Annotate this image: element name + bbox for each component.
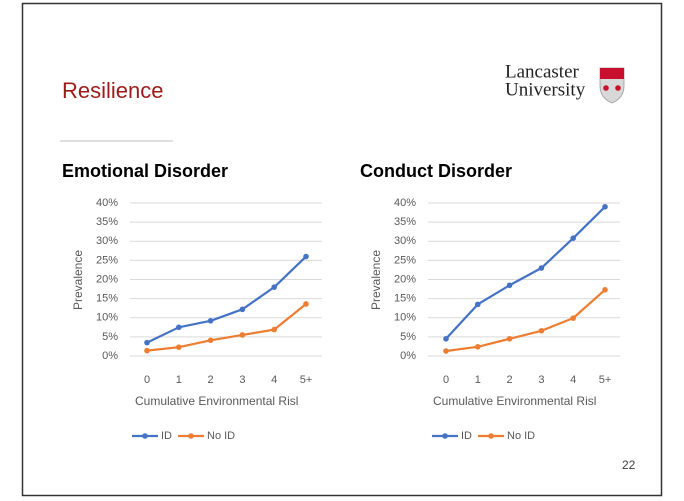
data-point bbox=[506, 282, 513, 289]
y-tick-label: 15% bbox=[394, 293, 416, 305]
x-tick-label: 1 bbox=[475, 374, 481, 386]
data-point bbox=[176, 344, 182, 351]
x-tick-label: 0 bbox=[144, 374, 150, 386]
y-tick-label: 5% bbox=[400, 331, 416, 343]
x-tick-label: 0 bbox=[443, 374, 449, 386]
data-point bbox=[271, 284, 278, 290]
data-point bbox=[207, 318, 214, 324]
data-point bbox=[506, 335, 513, 342]
legend-marker bbox=[488, 433, 494, 439]
x-tick-label: 1 bbox=[176, 374, 182, 386]
x-axis-title: Cumulative Environmental Risl bbox=[433, 394, 596, 408]
y-tick-label: 25% bbox=[394, 254, 416, 266]
data-point bbox=[475, 344, 481, 350]
series-line bbox=[445, 206, 606, 340]
data-point bbox=[570, 235, 576, 241]
x-axis-title: Cumulative Environmental Risl bbox=[135, 394, 298, 408]
series-line bbox=[146, 255, 307, 344]
chart-title: Emotional Disorder bbox=[62, 161, 228, 181]
series-line bbox=[445, 289, 606, 353]
data-point bbox=[443, 348, 449, 354]
legend-label: No ID bbox=[207, 430, 235, 442]
y-tick-label: 0% bbox=[102, 350, 118, 362]
data-point bbox=[303, 301, 309, 307]
y-tick-label: 35% bbox=[394, 216, 416, 228]
y-axis-title: Prevalence bbox=[369, 250, 383, 310]
y-tick-label: 30% bbox=[394, 235, 416, 247]
legend-marker bbox=[142, 433, 148, 439]
chart-title: Conduct Disorder bbox=[360, 161, 512, 181]
x-tick-label: 3 bbox=[239, 374, 245, 386]
y-tick-label: 0% bbox=[400, 350, 416, 362]
legend-label: No ID bbox=[507, 430, 535, 442]
y-tick-label: 40% bbox=[394, 197, 416, 209]
data-point bbox=[443, 335, 449, 342]
y-tick-label: 25% bbox=[96, 254, 118, 266]
data-point bbox=[271, 326, 278, 333]
data-point bbox=[602, 287, 608, 293]
slide-frame bbox=[21, 2, 663, 497]
y-tick-label: 15% bbox=[96, 293, 118, 305]
y-tick-label: 5% bbox=[102, 331, 118, 343]
x-tick-label: 5+ bbox=[599, 374, 612, 386]
slide-title: Resilience bbox=[62, 78, 164, 103]
logo-text: Lancaster bbox=[505, 61, 580, 82]
series-line bbox=[146, 303, 307, 352]
y-tick-label: 10% bbox=[394, 312, 416, 324]
y-tick-label: 20% bbox=[96, 273, 118, 285]
legend-marker bbox=[188, 433, 194, 439]
data-point bbox=[239, 306, 246, 313]
y-tick-label: 40% bbox=[96, 197, 118, 209]
data-point bbox=[144, 347, 150, 354]
y-tick-label: 30% bbox=[96, 235, 118, 247]
legend-label: ID bbox=[461, 430, 472, 442]
data-point bbox=[239, 332, 246, 338]
data-point bbox=[475, 301, 481, 308]
y-axis-title: Prevalence bbox=[71, 250, 85, 310]
data-point bbox=[538, 327, 545, 334]
data-point bbox=[144, 339, 150, 346]
y-tick-label: 10% bbox=[96, 312, 118, 324]
page-number: 22 bbox=[622, 458, 636, 472]
x-tick-label: 4 bbox=[271, 374, 277, 386]
x-tick-label: 2 bbox=[208, 374, 214, 386]
x-tick-label: 2 bbox=[507, 374, 513, 386]
data-point bbox=[176, 324, 182, 331]
logo-text: University bbox=[505, 79, 586, 100]
logo-shield bbox=[599, 67, 625, 104]
x-tick-label: 4 bbox=[570, 374, 576, 386]
y-tick-label: 20% bbox=[394, 273, 416, 285]
data-point bbox=[303, 253, 309, 260]
legend-label: ID bbox=[161, 430, 172, 442]
data-point bbox=[570, 315, 576, 321]
x-tick-label: 3 bbox=[538, 374, 544, 386]
x-tick-label: 5+ bbox=[300, 374, 313, 386]
data-point bbox=[207, 337, 214, 344]
data-point bbox=[538, 265, 545, 271]
data-point bbox=[602, 204, 608, 210]
y-tick-label: 35% bbox=[96, 216, 118, 228]
legend-marker bbox=[442, 433, 448, 439]
